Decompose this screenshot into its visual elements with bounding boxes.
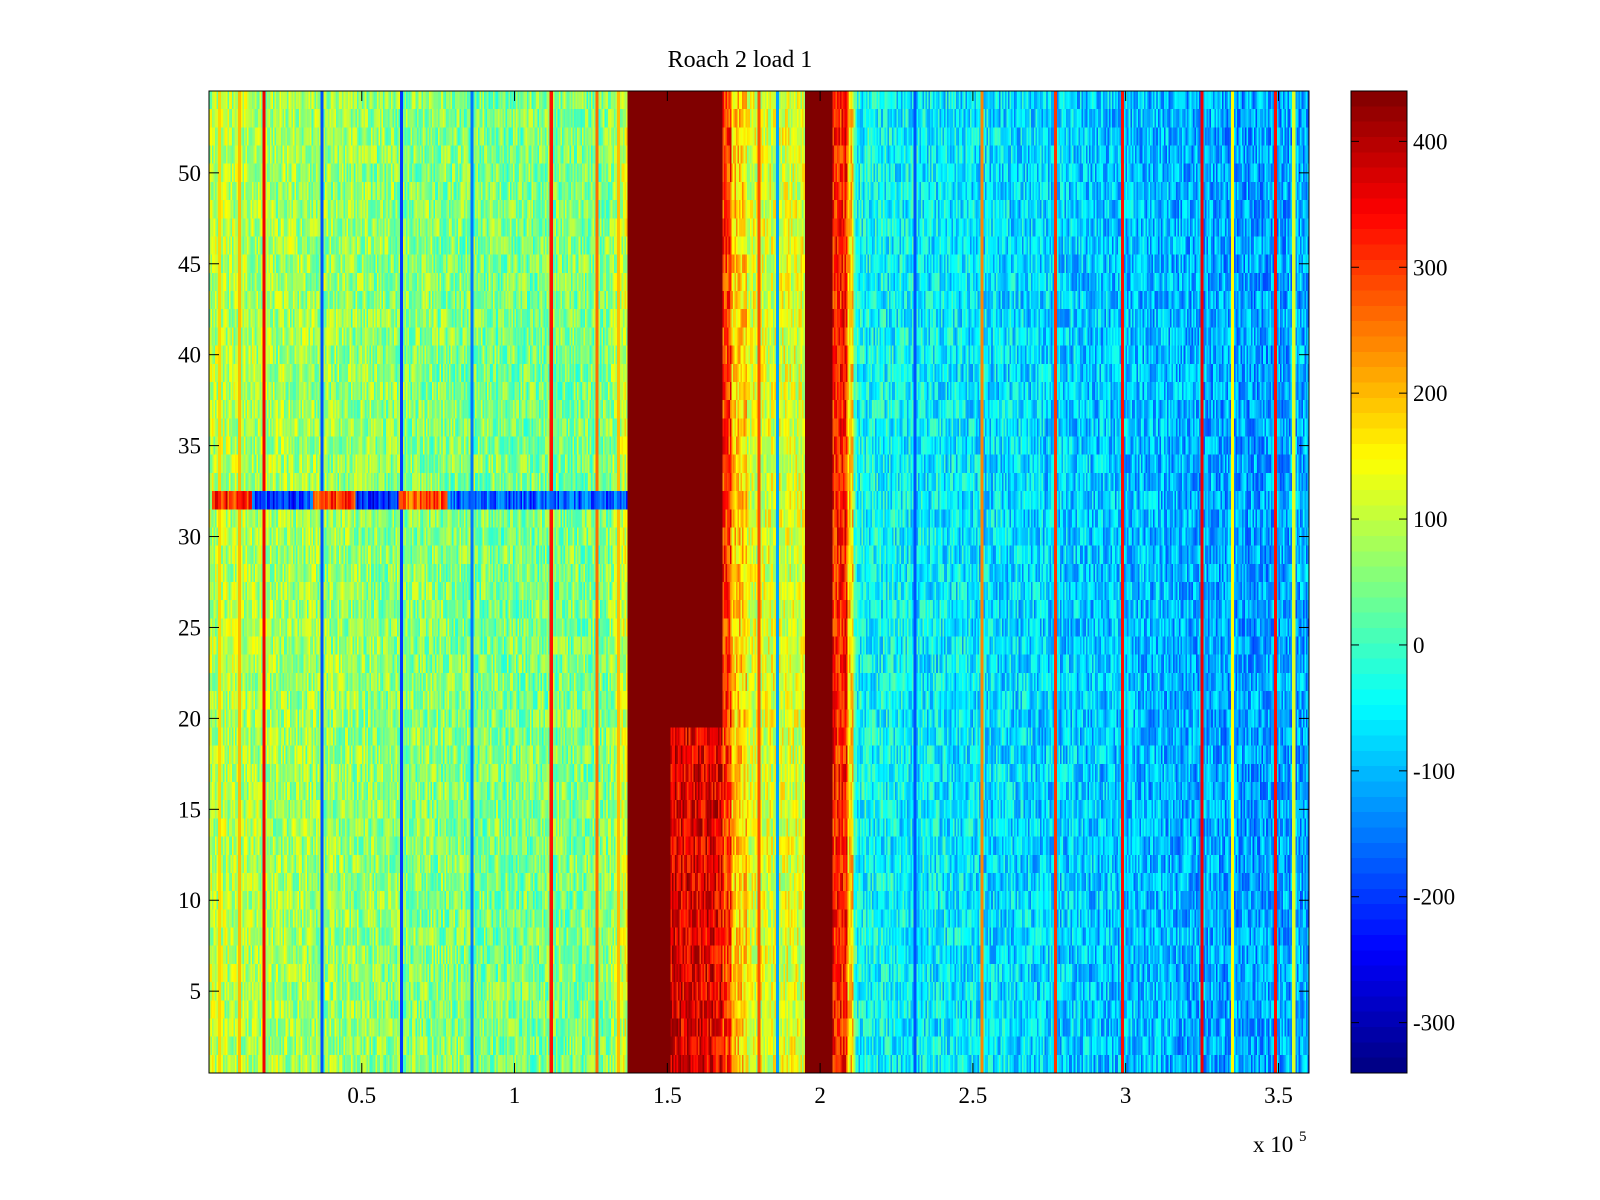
colorbar-tick-label: 300: [1413, 255, 1448, 280]
y-tick-label: 10: [178, 888, 201, 913]
x-axis-exponent-power: 5: [1299, 1129, 1307, 1145]
y-tick-label: 25: [178, 615, 201, 640]
colorbar-tick-label: -100: [1413, 759, 1455, 784]
plot-frame: [208, 90, 1310, 1074]
y-tick-label: 35: [178, 434, 201, 459]
y-tick-label: 30: [178, 525, 201, 550]
colorbar-tick-label: -300: [1413, 1011, 1455, 1036]
colorbar-tick-label: -200: [1413, 885, 1455, 910]
colorbar-frame: [1350, 90, 1408, 1074]
chart-title: Roach 2 load 1: [668, 47, 813, 73]
y-tick-label: 40: [178, 343, 201, 368]
x-tick-label: 3.5: [1264, 1083, 1293, 1108]
x-tick-label: 2.5: [959, 1083, 988, 1108]
colorbar-tick-label: 400: [1413, 129, 1448, 154]
heatmap-plot-area: [208, 90, 1310, 1074]
x-axis-exponent: x 10 5: [1253, 1129, 1307, 1157]
colorbar-gradient: [1351, 91, 1407, 1073]
x-axis-exponent-base: x 10: [1253, 1132, 1293, 1157]
x-tick-label: 1.5: [653, 1083, 682, 1108]
heatmap-image: [209, 91, 1309, 1073]
y-tick-label: 20: [178, 706, 201, 731]
x-tick-label: 3: [1120, 1083, 1132, 1108]
x-tick-label: 0.5: [347, 1083, 376, 1108]
colorbar-ticks: 400 300 200 100 0 -100 -200 -300: [1351, 129, 1455, 1036]
y-tick-label: 50: [178, 161, 201, 186]
colorbar: 400 300 200 100 0 -100 -200 -300: [1350, 90, 1455, 1074]
x-tick-label: 2: [814, 1083, 826, 1108]
x-axis: 0.5 1 1.5 2 2.5 3 3.5: [347, 91, 1293, 1108]
colorbar-tick-label: 200: [1413, 381, 1448, 406]
colorbar-tick-label: 100: [1413, 507, 1448, 532]
y-tick-label: 15: [178, 797, 201, 822]
x-tick-label: 1: [509, 1083, 521, 1108]
colorbar-tick-label: 0: [1413, 633, 1425, 658]
y-tick-label: 45: [178, 252, 201, 277]
y-tick-label: 5: [190, 979, 202, 1004]
y-axis: 5 10 15 20 25 30 35 40 45 50: [178, 161, 1309, 1004]
